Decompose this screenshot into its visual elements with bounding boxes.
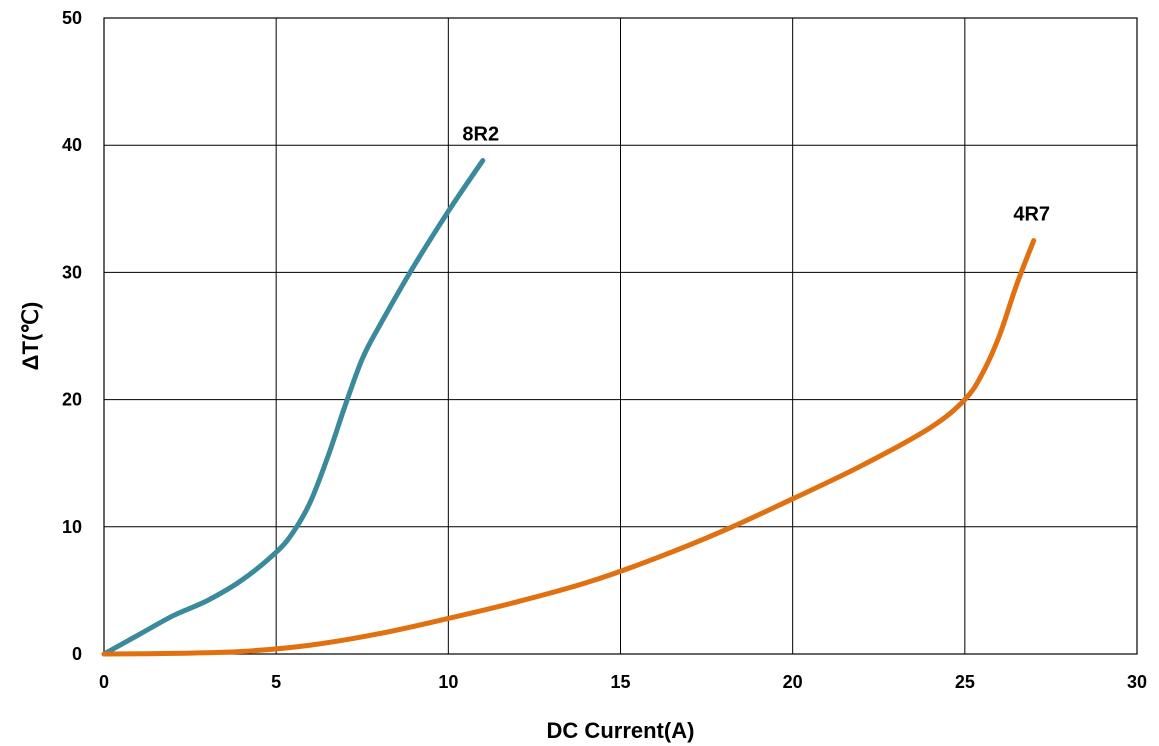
- y-tick-label: 40: [62, 135, 82, 155]
- x-tick-label: 20: [783, 672, 803, 692]
- y-tick-label: 10: [62, 517, 82, 537]
- y-tick-labels: 0 10 20 30 40 50: [62, 8, 82, 664]
- x-tick-label: 5: [271, 672, 281, 692]
- grid-lines: [103, 17, 1138, 655]
- series-line-8r2: [101, 158, 486, 657]
- y-tick-label: 50: [62, 8, 82, 28]
- x-tick-label: 0: [99, 672, 109, 692]
- y-tick-label: 20: [62, 390, 82, 410]
- series-labels: 8R2 4R7: [462, 123, 1050, 225]
- y-axis-title: ΔT(℃): [18, 302, 43, 371]
- series-label-4r7: 4R7: [1013, 204, 1050, 226]
- y-tick-label: 0: [72, 644, 82, 664]
- x-tick-labels: 0 5 10 15 20 25 30: [99, 672, 1147, 692]
- series-label-8r2: 8R2: [462, 123, 499, 145]
- x-axis-title: DC Current(A): [547, 718, 695, 743]
- x-tick-label: 30: [1127, 672, 1147, 692]
- plot-area-frame: [103, 17, 1138, 655]
- x-tick-label: 15: [610, 672, 630, 692]
- series-line-4r7: [101, 238, 1037, 657]
- x-tick-label: 10: [438, 672, 458, 692]
- series-lines: [101, 158, 1037, 657]
- x-tick-label: 25: [955, 672, 975, 692]
- y-tick-label: 30: [62, 262, 82, 282]
